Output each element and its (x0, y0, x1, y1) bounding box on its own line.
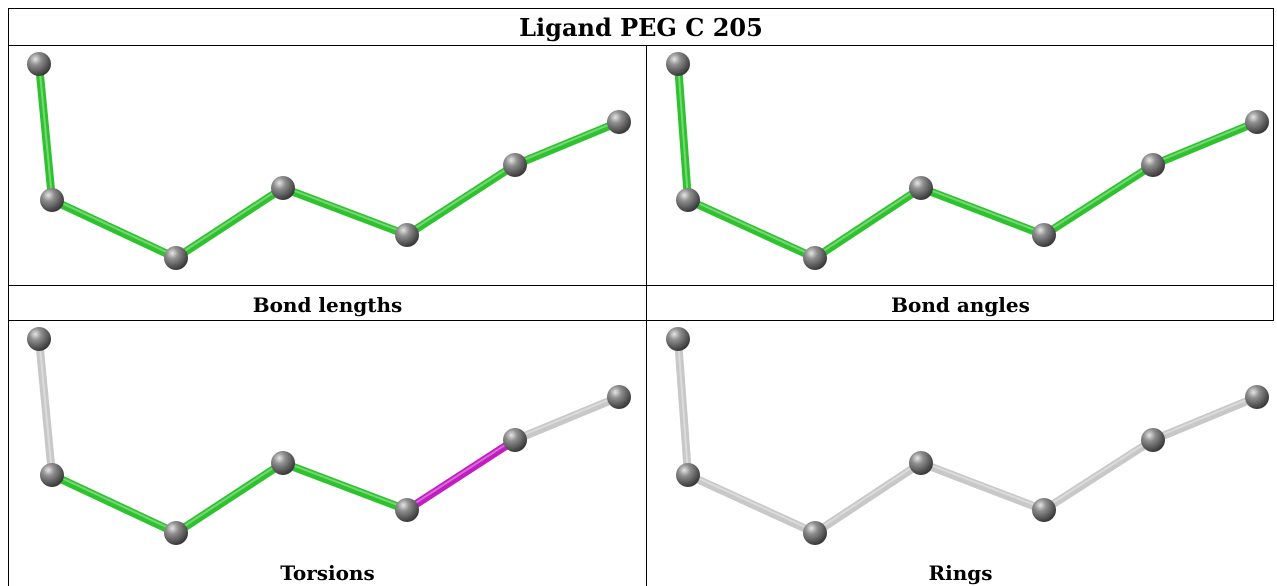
atom-5 (395, 498, 419, 522)
bond-highlight-3 (814, 460, 922, 533)
atom-4 (909, 451, 933, 475)
bond-5 (403, 436, 519, 514)
atom-3 (164, 521, 188, 545)
atom-7 (1245, 385, 1269, 409)
bond-highlight-6 (1152, 394, 1258, 440)
bond-highlight-2 (687, 197, 816, 258)
bond-highlight-4 (920, 460, 1045, 510)
bond-highlight-1 (677, 336, 689, 475)
bond-highlight-1 (677, 61, 689, 200)
bond-3 (172, 459, 287, 537)
molecule-bond-angles (666, 52, 1269, 270)
bond-highlight-2 (51, 472, 177, 533)
bond-2 (684, 196, 819, 262)
atom-5 (395, 223, 419, 247)
bond-5 (403, 161, 519, 239)
atom-1 (666, 327, 690, 351)
bond-6 (511, 118, 623, 169)
panel-bond-lengths: Bond lengths (9, 46, 646, 321)
bond-highlight-6 (1152, 119, 1258, 165)
molecule-bond-lengths (27, 52, 631, 270)
bond-1 (35, 60, 56, 204)
row-divider-top (8, 285, 1274, 286)
atom-2 (40, 188, 64, 212)
atom-4 (909, 176, 933, 200)
bond-4 (279, 459, 411, 514)
bond-2 (48, 471, 180, 537)
atom-6 (1141, 153, 1165, 177)
atom-7 (607, 110, 631, 134)
atom-6 (1141, 428, 1165, 452)
bond-highlight-5 (406, 437, 516, 510)
panel-bond-angles: Bond angles (647, 46, 1274, 321)
atom-1 (666, 52, 690, 76)
atom-5 (1032, 223, 1056, 247)
bond-1 (35, 335, 56, 479)
panel-caption: Bond angles (891, 293, 1030, 317)
center-divider (646, 45, 647, 586)
bond-highlight-3 (175, 185, 284, 258)
atom-2 (676, 463, 700, 487)
atom-3 (164, 246, 188, 270)
bond-6 (1149, 118, 1261, 169)
atom-3 (803, 521, 827, 545)
bond-6 (1149, 393, 1261, 444)
atom-2 (40, 463, 64, 487)
bond-4 (917, 459, 1048, 514)
bond-highlight-3 (175, 460, 284, 533)
bond-3 (811, 459, 925, 537)
bond-highlight-2 (687, 472, 816, 533)
bond-highlight-5 (1043, 437, 1154, 510)
row-divider-bottom (8, 320, 1274, 321)
atom-7 (607, 385, 631, 409)
figure-title: Ligand PEG C 205 (8, 8, 1274, 46)
panel-caption: Torsions (280, 561, 375, 585)
bond-2 (48, 196, 180, 262)
atom-4 (271, 451, 295, 475)
left-border (8, 45, 9, 586)
molecule-torsions (27, 327, 631, 545)
atom-6 (503, 428, 527, 452)
bond-highlight-5 (406, 162, 516, 235)
bond-highlight-2 (51, 197, 177, 258)
bond-1 (674, 335, 692, 479)
bond-3 (811, 184, 925, 262)
bond-2 (684, 471, 819, 537)
atom-2 (676, 188, 700, 212)
panel-caption: Rings (928, 561, 993, 585)
bond-3 (172, 184, 287, 262)
atom-1 (27, 52, 51, 76)
bond-highlight-6 (514, 394, 620, 440)
molecule-rings (666, 327, 1269, 545)
bond-highlight-4 (282, 185, 408, 235)
atom-5 (1032, 498, 1056, 522)
bond-6 (511, 393, 623, 444)
bond-highlight-1 (38, 336, 53, 475)
bond-highlight-6 (514, 119, 620, 165)
bond-1 (674, 60, 692, 204)
bond-4 (279, 184, 411, 239)
panel-rings: Rings (647, 321, 1274, 586)
bond-highlight-4 (282, 460, 408, 510)
panel-caption: Bond lengths (252, 293, 403, 317)
bond-5 (1040, 161, 1157, 239)
atom-1 (27, 327, 51, 351)
atom-7 (1245, 110, 1269, 134)
atom-6 (503, 153, 527, 177)
bond-4 (917, 184, 1048, 239)
bond-highlight-3 (814, 185, 922, 258)
atom-4 (271, 176, 295, 200)
right-border (1273, 45, 1274, 321)
panel-torsions: Torsions (9, 321, 646, 586)
bond-5 (1040, 436, 1157, 514)
bond-highlight-5 (1043, 162, 1154, 235)
atom-3 (803, 246, 827, 270)
bond-highlight-4 (920, 185, 1045, 235)
bond-highlight-1 (38, 61, 53, 200)
